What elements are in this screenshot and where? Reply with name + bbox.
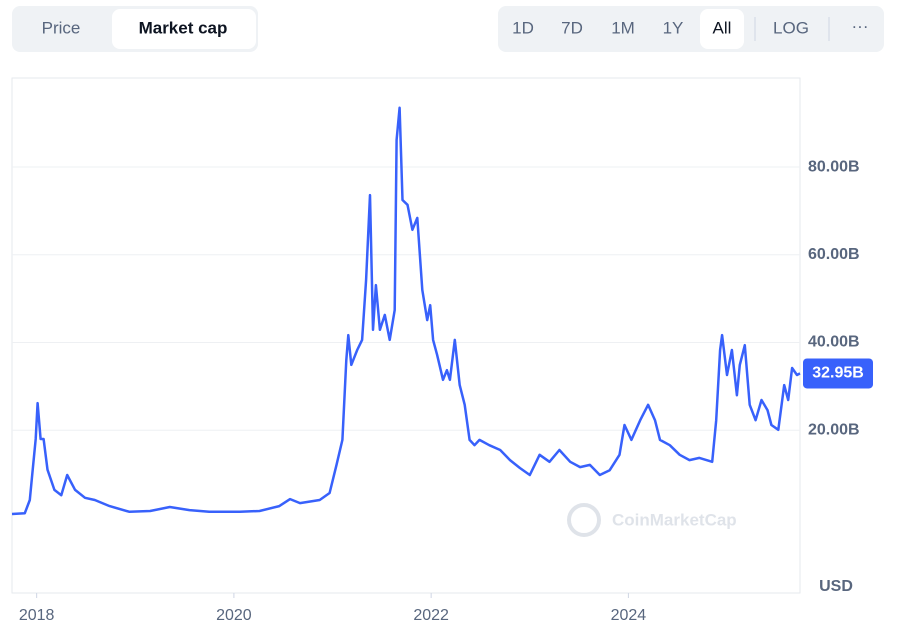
y-tick-label: 20.00B	[808, 421, 860, 438]
range[interactable]: 1M	[611, 18, 635, 37]
watermark-text: CoinMarketCap	[612, 510, 737, 529]
last-value-label: 32.95B	[812, 365, 864, 382]
more-button[interactable]: ···	[852, 16, 869, 35]
watermark: CoinMarketCap	[567, 503, 737, 537]
tab-active[interactable]: Market cap	[139, 18, 228, 37]
currency: USD	[819, 578, 853, 595]
last-value-badge	[803, 358, 873, 389]
chart: 20.00B 40.00B 60.00B 80.00B 2018 2020 2022 2024…	[11, 106, 873, 624]
plot-frame	[11, 77, 801, 594]
watermark-logo	[567, 503, 601, 537]
range-active-bg	[700, 9, 744, 49]
price-line	[11, 106, 801, 516]
range-group	[498, 6, 884, 52]
range[interactable]: 7D	[561, 18, 583, 37]
tab-active-bg	[112, 9, 256, 49]
y-tick-label: 80.00B	[808, 158, 860, 175]
x-tick-label: 2024	[611, 607, 647, 624]
range[interactable]: 1D	[512, 18, 534, 37]
x-tick-label: 2018	[19, 607, 55, 624]
tab[interactable]: Price	[42, 18, 81, 37]
y-tick-label: 60.00B	[808, 246, 860, 263]
range[interactable]: 1Y	[663, 18, 684, 37]
x-tick-label: 2020	[216, 607, 252, 624]
y-tick-label: 40.00B	[808, 334, 860, 351]
log-toggle[interactable]: LOG	[773, 18, 809, 37]
x-tick-label: 2022	[413, 607, 449, 624]
range-active[interactable]: All	[713, 18, 732, 37]
